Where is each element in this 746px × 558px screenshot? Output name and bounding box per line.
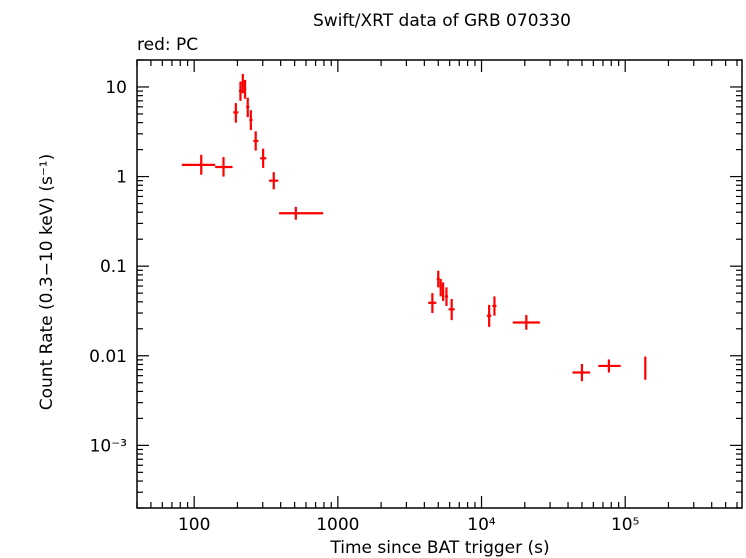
data-point [241, 73, 244, 94]
y-tick-label: 10 [105, 78, 127, 98]
data-point [492, 296, 497, 316]
data-point [269, 172, 279, 190]
data-point [486, 304, 492, 327]
data-point [448, 299, 455, 321]
y-tick-label: 0.1 [100, 257, 127, 277]
x-tick-label: 1000 [316, 515, 359, 535]
data-point [249, 110, 253, 131]
y-axis-label: Count Rate (0.3−10 keV) (s⁻¹) [37, 154, 57, 411]
y-tick-label: 1 [116, 168, 127, 188]
x-tick-label: 100 [178, 515, 210, 535]
data-point [238, 81, 242, 101]
data-point [512, 315, 540, 330]
data-point [246, 97, 250, 118]
data-point [260, 148, 267, 168]
chart-title: Swift/XRT data of GRB 070330 [313, 11, 571, 31]
y-tick-label: 10⁻³ [90, 436, 127, 456]
data-point [572, 363, 591, 382]
data-point [181, 154, 216, 175]
x-axis-label: Time since BAT trigger (s) [329, 538, 549, 558]
data-point [436, 270, 440, 288]
axis-tick-labels: 100 1000 10⁴ 10⁵ 10 1 0.1 0.01 10⁻³ [89, 78, 639, 535]
data-point [243, 79, 247, 99]
chart-subtitle: red: PC [137, 35, 198, 55]
data-point [444, 287, 449, 306]
data-point [233, 103, 239, 123]
y-tick-label: 0.01 [89, 347, 127, 367]
data-point [439, 278, 442, 297]
x-tick-label: 10⁵ [611, 515, 639, 535]
axis-ticks [136, 59, 742, 509]
data-point [279, 206, 324, 220]
plot-frame [136, 59, 743, 509]
data-point [215, 157, 233, 177]
data-point [441, 282, 445, 301]
data-point [428, 293, 437, 314]
data-points [181, 73, 647, 382]
x-tick-label: 10⁴ [467, 515, 496, 535]
data-point [253, 131, 259, 151]
data-point [598, 359, 621, 373]
data-point [644, 356, 647, 380]
